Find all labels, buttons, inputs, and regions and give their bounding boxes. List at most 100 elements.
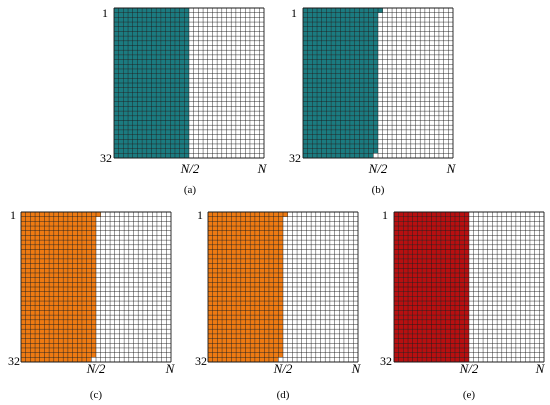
filled-cell bbox=[91, 254, 97, 259]
filled-cell bbox=[373, 59, 379, 65]
filled-cell bbox=[264, 216, 269, 222]
filled-cell bbox=[114, 22, 119, 27]
filled-cell bbox=[77, 226, 82, 231]
filled-cell bbox=[422, 221, 427, 227]
filled-cell bbox=[408, 301, 413, 306]
filled-cell bbox=[431, 216, 437, 222]
filled-cell bbox=[86, 333, 92, 339]
filled-cell bbox=[326, 139, 332, 144]
filled-cell bbox=[212, 240, 218, 245]
filled-cell bbox=[403, 338, 409, 344]
filled-cell bbox=[165, 59, 171, 65]
filled-cell bbox=[354, 64, 360, 69]
filled-cell bbox=[340, 115, 346, 121]
filled-cell bbox=[208, 338, 213, 344]
filled-cell bbox=[359, 22, 364, 27]
filled-cell bbox=[354, 92, 360, 98]
filled-cell bbox=[331, 45, 336, 51]
filled-cell bbox=[278, 254, 284, 259]
filled-cell bbox=[160, 148, 166, 154]
filled-cell bbox=[349, 148, 355, 154]
filled-cell bbox=[368, 17, 374, 23]
filled-cell bbox=[340, 134, 346, 140]
filled-cell bbox=[450, 254, 455, 259]
filled-cell bbox=[268, 254, 274, 259]
filled-cell bbox=[398, 305, 404, 311]
filled-cell bbox=[21, 240, 26, 245]
filled-cell bbox=[212, 254, 218, 259]
filled-cell bbox=[81, 315, 87, 320]
filled-cell bbox=[142, 92, 147, 98]
filled-cell bbox=[58, 277, 64, 283]
filled-cell bbox=[349, 50, 355, 55]
filled-cell bbox=[114, 40, 119, 46]
filled-cell bbox=[340, 153, 346, 159]
filled-cell bbox=[217, 226, 223, 231]
filled-cell bbox=[44, 357, 50, 363]
filled-cell bbox=[160, 50, 166, 55]
filled-cell bbox=[368, 125, 374, 130]
filled-cell bbox=[217, 357, 223, 363]
filled-cell bbox=[91, 263, 97, 269]
filled-cell bbox=[321, 17, 327, 23]
filled-cell bbox=[44, 230, 50, 236]
filled-cell bbox=[156, 120, 161, 126]
filled-cell bbox=[128, 17, 133, 23]
filled-cell bbox=[231, 357, 237, 363]
filled-cell bbox=[317, 139, 322, 144]
filled-cell bbox=[217, 310, 223, 316]
filled-cell bbox=[321, 8, 327, 13]
filled-cell bbox=[231, 338, 237, 344]
filled-cell bbox=[250, 240, 255, 245]
filled-cell bbox=[231, 244, 237, 250]
filled-cell bbox=[49, 282, 54, 288]
filled-cell bbox=[250, 310, 255, 316]
filled-cell bbox=[273, 254, 279, 259]
filled-cell bbox=[184, 22, 190, 27]
filled-cell bbox=[321, 78, 327, 84]
filled-cell bbox=[331, 101, 336, 107]
filled-cell bbox=[245, 254, 251, 259]
filled-cell bbox=[450, 230, 455, 236]
filled-cell bbox=[317, 45, 322, 51]
filled-cell bbox=[146, 17, 152, 23]
filled-cell bbox=[303, 50, 308, 55]
filled-cell bbox=[137, 111, 143, 116]
filled-cell bbox=[63, 296, 68, 302]
filled-cell bbox=[72, 216, 78, 222]
filled-cell bbox=[21, 263, 26, 269]
filled-cell bbox=[303, 64, 308, 69]
filled-cell bbox=[217, 282, 223, 288]
filled-cell bbox=[403, 301, 409, 306]
filled-cell bbox=[408, 272, 413, 278]
filled-cell bbox=[151, 106, 157, 112]
filled-cell bbox=[118, 87, 124, 93]
row-bottom-label-c: 32 bbox=[8, 354, 20, 368]
filled-cell bbox=[303, 12, 308, 18]
filled-cell bbox=[422, 212, 427, 217]
filled-cell bbox=[208, 212, 213, 217]
filled-cell bbox=[21, 282, 26, 288]
filled-cell bbox=[91, 315, 97, 320]
filled-cell bbox=[303, 78, 308, 84]
filled-cell bbox=[450, 212, 455, 217]
filled-cell bbox=[240, 212, 246, 217]
filled-cell bbox=[21, 347, 26, 353]
filled-cell bbox=[30, 343, 36, 348]
filled-cell bbox=[464, 244, 470, 250]
filled-cell bbox=[142, 68, 147, 74]
filled-cell bbox=[212, 263, 218, 269]
filled-cell bbox=[53, 287, 59, 292]
filled-cell bbox=[340, 40, 346, 46]
filled-cell bbox=[160, 153, 166, 159]
filled-cell bbox=[142, 129, 147, 135]
filled-cell bbox=[331, 54, 336, 60]
filled-cell bbox=[317, 54, 322, 60]
filled-cell bbox=[268, 230, 274, 236]
filled-cell bbox=[208, 235, 213, 241]
filled-cell bbox=[273, 244, 279, 250]
filled-cell bbox=[77, 249, 82, 255]
filled-cell bbox=[156, 22, 161, 27]
filled-cell bbox=[35, 216, 40, 222]
filled-cell bbox=[58, 221, 64, 227]
